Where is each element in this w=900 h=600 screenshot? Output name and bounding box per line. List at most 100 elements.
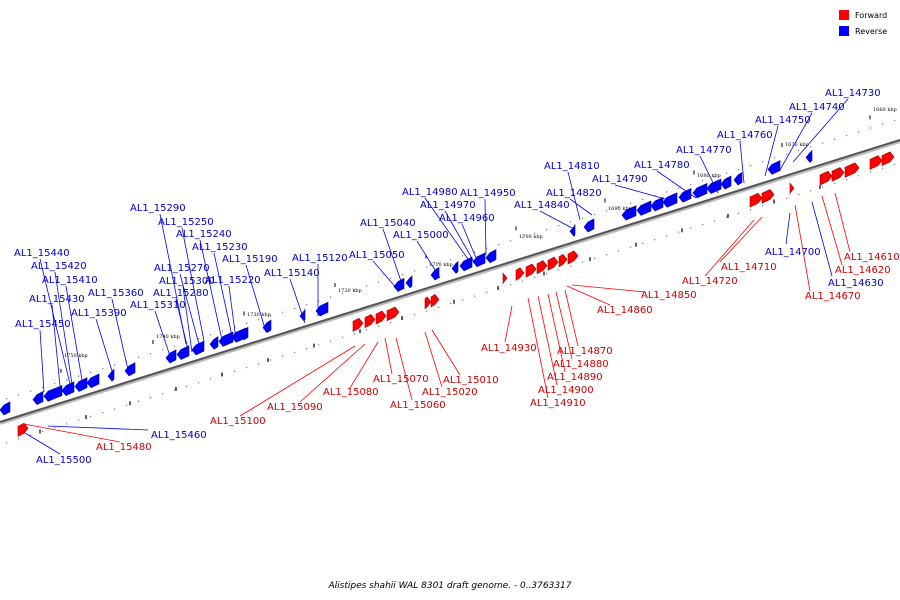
guide-dot (138, 356, 140, 358)
gene-label: AL1_15250 (158, 217, 214, 228)
gene-label: AL1_14630 (828, 278, 884, 289)
guide-dot (726, 216, 728, 218)
reverse-gene-arrow (239, 326, 249, 341)
reverse-label-leader (19, 429, 61, 455)
forward-label-leader (395, 337, 413, 401)
guide-dot (570, 265, 572, 267)
reverse-label-leader (95, 318, 113, 372)
guide-dot (642, 242, 644, 245)
gene-label: AL1_14810 (544, 161, 600, 172)
reverse-gene-arrow (191, 340, 205, 356)
forward-label-leader (555, 291, 573, 360)
guide-dot (354, 333, 356, 335)
guide-dot (738, 168, 740, 170)
forward-gene-arrow (819, 170, 833, 186)
guide-dot (162, 393, 164, 395)
guide-dot (390, 277, 392, 279)
forward-gene-arrow (424, 296, 432, 310)
reverse-label-leader (51, 304, 61, 387)
forward-label-leader (424, 331, 443, 388)
guide-dot (618, 206, 620, 208)
guide-dot (750, 209, 752, 211)
reverse-label-leader (111, 298, 129, 371)
guide-dot (666, 235, 668, 237)
guide-dot (426, 310, 428, 312)
gene-label: AL1_14730 (825, 88, 881, 99)
guide-dot (210, 378, 212, 380)
forward-label-leader (821, 195, 843, 266)
guide-dot (822, 142, 824, 144)
gene-label: AL1_14880 (553, 359, 609, 370)
guide-dot (678, 231, 680, 233)
guide-dot (330, 296, 332, 298)
guide-dot (90, 371, 92, 373)
genome-caption: Alistipes shahii WAL 8301 draft genome. … (327, 581, 571, 591)
forward-gene-arrow (831, 167, 845, 182)
reverse-label-leader (567, 171, 581, 221)
gene-label: AL1_14970 (420, 200, 476, 211)
forward-label-leader (431, 329, 461, 376)
gene-label: AL1_15310 (130, 300, 186, 311)
forward-gene-arrow (789, 182, 795, 195)
guide-dot (126, 404, 128, 406)
reverse-gene-arrow (459, 256, 473, 272)
gene-label: AL1_14670 (805, 291, 861, 302)
gene-label: AL1_15070 (373, 374, 429, 385)
gene-label: AL1_15000 (393, 230, 449, 241)
guide-dot (174, 345, 176, 347)
guide-dot (474, 251, 476, 253)
tick-label: 1700 kbp (519, 234, 543, 240)
reverse-label-leader (175, 298, 189, 351)
tick-label: 1680 kbp (697, 173, 721, 179)
forward-gene-arrow (17, 422, 29, 437)
reverse-label-leader (424, 197, 471, 263)
tick-label: 1710 kbp (429, 262, 453, 268)
guide-dot (150, 353, 152, 355)
guide-dot (606, 210, 608, 212)
reverse-gene-arrow (262, 319, 272, 333)
reverse-label-leader (372, 260, 399, 291)
reverse-gene-arrow (0, 401, 11, 416)
guide-dot (462, 255, 464, 257)
reverse-gene-arrow (405, 275, 413, 289)
gene-label: AL1_15190 (222, 254, 278, 265)
guide-dot (234, 370, 236, 372)
reverse-label-leader (181, 227, 205, 342)
guide-dot (786, 153, 788, 155)
guide-dot (882, 123, 884, 125)
gene-label: AL1_15280 (153, 288, 209, 299)
gene-label: AL1_14860 (597, 305, 653, 316)
reverse-label-leader (792, 98, 849, 163)
guide-dot (870, 127, 872, 129)
gene-label: AL1_15050 (349, 250, 405, 261)
guide-dot (786, 197, 788, 199)
forward-gene-arrow (869, 155, 883, 170)
guide-dot (810, 190, 812, 192)
guide-dot (630, 246, 632, 248)
forward-gene-arrow (525, 263, 537, 278)
gene-label: AL1_14850 (641, 290, 697, 301)
guide-dot (486, 247, 488, 249)
guide-dot (114, 364, 116, 366)
guide-dot (606, 254, 608, 256)
guide-dot (78, 419, 80, 421)
guide-dot (570, 221, 572, 223)
gene-label: AL1_14750 (755, 115, 811, 126)
guide-dot (882, 167, 884, 169)
reverse-gene-arrow (32, 391, 44, 406)
guide-dot (822, 186, 824, 188)
guide-dot (6, 442, 8, 444)
guide-dot (750, 165, 752, 167)
guide-dot (366, 329, 368, 331)
guide-dot (450, 259, 452, 261)
forward-label-leader (719, 216, 763, 263)
forward-gene-arrow (352, 317, 364, 332)
reverse-label-leader (199, 239, 223, 341)
axis-backbone (0, 139, 900, 425)
forward-label-leader (566, 285, 611, 306)
guide-dot (858, 175, 860, 177)
forward-label-leader (834, 192, 851, 253)
gene-label: AL1_14950 (460, 188, 516, 199)
forward-label-leader (239, 345, 356, 417)
forward-label-leader (571, 284, 646, 293)
